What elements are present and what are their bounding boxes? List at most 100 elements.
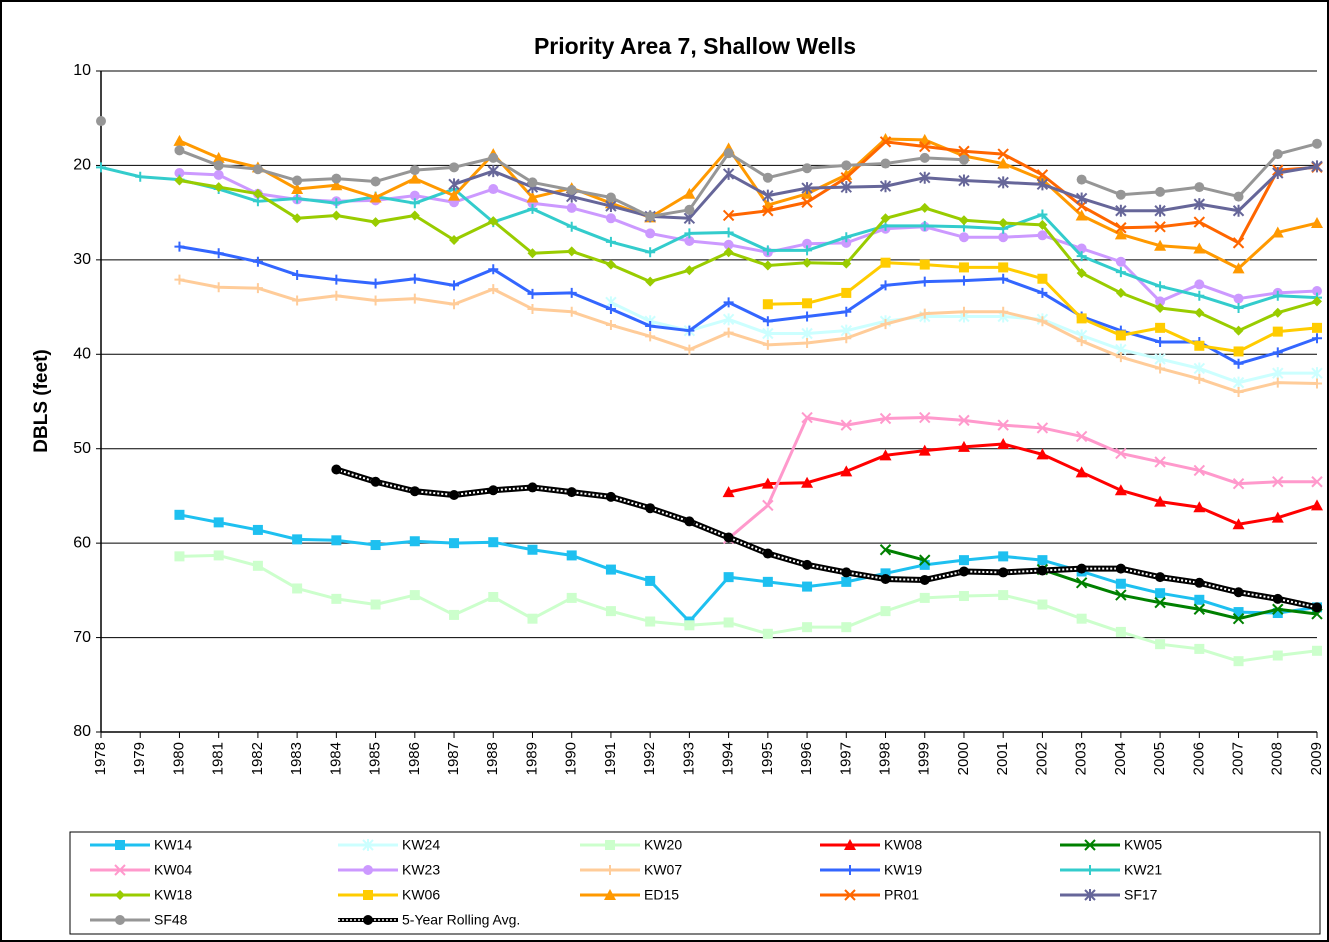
x-tick-label: 1989 bbox=[523, 742, 540, 775]
marker bbox=[1075, 577, 1088, 589]
marker bbox=[291, 183, 304, 195]
marker bbox=[1037, 599, 1048, 610]
marker bbox=[566, 221, 577, 232]
marker bbox=[1076, 613, 1087, 624]
marker bbox=[370, 217, 381, 228]
marker bbox=[802, 559, 813, 570]
legend-label: SF17 bbox=[1124, 887, 1158, 903]
y-tick-label: 50 bbox=[73, 440, 91, 457]
marker bbox=[409, 210, 420, 221]
marker bbox=[1075, 430, 1088, 443]
x-tick-label: 2006 bbox=[1190, 742, 1207, 775]
marker bbox=[762, 628, 773, 639]
marker bbox=[1114, 484, 1127, 496]
marker bbox=[723, 617, 734, 628]
marker bbox=[1194, 373, 1205, 384]
marker bbox=[958, 566, 969, 577]
legend-label: KW23 bbox=[402, 862, 440, 878]
marker bbox=[1271, 226, 1284, 238]
marker bbox=[998, 232, 1009, 243]
marker bbox=[879, 412, 892, 425]
marker bbox=[369, 191, 382, 203]
marker bbox=[998, 218, 1009, 229]
marker bbox=[762, 299, 773, 310]
series-line bbox=[100, 165, 1318, 310]
marker bbox=[880, 158, 891, 169]
marker bbox=[566, 550, 577, 561]
marker bbox=[174, 167, 185, 178]
marker bbox=[1194, 279, 1205, 290]
marker bbox=[841, 333, 852, 344]
marker bbox=[1155, 639, 1166, 650]
plot-area bbox=[96, 116, 1323, 667]
x-tick-label: 1992 bbox=[641, 742, 658, 775]
marker bbox=[370, 176, 381, 187]
legend-marker bbox=[363, 865, 373, 875]
marker bbox=[684, 235, 695, 246]
marker bbox=[1036, 169, 1049, 181]
marker bbox=[527, 544, 538, 555]
marker bbox=[684, 620, 695, 631]
marker bbox=[1115, 287, 1126, 298]
marker bbox=[292, 534, 303, 545]
marker bbox=[723, 227, 734, 238]
marker bbox=[762, 576, 773, 587]
marker bbox=[958, 262, 969, 273]
marker bbox=[958, 154, 969, 165]
marker bbox=[762, 245, 773, 256]
marker bbox=[1154, 596, 1166, 609]
marker bbox=[841, 622, 852, 633]
marker bbox=[1312, 296, 1322, 307]
marker bbox=[801, 476, 814, 488]
marker bbox=[213, 169, 224, 180]
marker bbox=[252, 164, 263, 175]
marker bbox=[605, 236, 616, 247]
marker bbox=[213, 160, 224, 171]
marker bbox=[488, 152, 499, 163]
legend-marker bbox=[115, 915, 125, 925]
marker bbox=[645, 503, 656, 514]
marker bbox=[1115, 447, 1127, 460]
series-line bbox=[178, 137, 1318, 270]
marker bbox=[958, 306, 969, 317]
marker bbox=[331, 198, 342, 209]
marker bbox=[1036, 178, 1049, 191]
marker bbox=[841, 287, 852, 298]
marker bbox=[488, 537, 499, 548]
x-tick-label: 1995 bbox=[759, 742, 776, 775]
marker bbox=[1233, 346, 1244, 357]
marker bbox=[840, 171, 852, 184]
marker bbox=[684, 325, 695, 336]
marker bbox=[566, 184, 577, 195]
marker bbox=[252, 188, 263, 199]
marker bbox=[802, 245, 813, 256]
marker bbox=[409, 590, 420, 601]
x-tick-label: 2009 bbox=[1308, 742, 1325, 775]
marker bbox=[1312, 322, 1322, 333]
marker bbox=[997, 157, 1010, 169]
marker bbox=[1194, 290, 1205, 301]
legend-marker bbox=[1084, 839, 1096, 851]
x-tick-label: 2001 bbox=[994, 742, 1011, 775]
marker bbox=[331, 173, 342, 184]
marker bbox=[409, 536, 420, 547]
marker bbox=[840, 181, 852, 194]
marker bbox=[684, 265, 695, 276]
marker bbox=[1037, 230, 1048, 241]
marker bbox=[566, 287, 577, 298]
marker bbox=[1311, 217, 1323, 229]
marker bbox=[1075, 192, 1088, 205]
marker bbox=[605, 606, 616, 617]
marker bbox=[1233, 358, 1244, 369]
marker bbox=[722, 167, 735, 180]
marker bbox=[605, 303, 616, 314]
marker bbox=[292, 193, 303, 204]
marker bbox=[449, 280, 460, 291]
marker bbox=[958, 555, 969, 566]
marker bbox=[213, 282, 224, 293]
marker bbox=[605, 491, 616, 502]
marker bbox=[1272, 347, 1283, 358]
marker bbox=[566, 487, 577, 498]
marker bbox=[1272, 593, 1283, 604]
marker bbox=[1155, 337, 1166, 348]
